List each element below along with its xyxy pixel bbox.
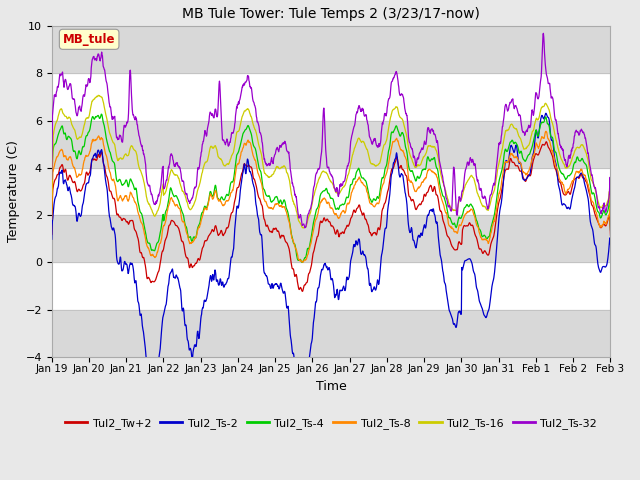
Bar	[52, 215, 611, 263]
Line: Tul2_Ts-4: Tul2_Ts-4	[52, 114, 611, 263]
Tul2_Ts-16	[607, 213, 614, 218]
X-axis label: Time: Time	[316, 380, 346, 393]
Text: MB_tule: MB_tule	[63, 33, 115, 46]
Tul2_Ts-16	[299, 225, 307, 231]
Tul2_Ts-8	[307, 241, 315, 247]
Tul2_Ts-16	[91, 96, 99, 101]
Tul2_Ts-2	[91, 151, 99, 157]
Tul2_Ts-32	[540, 30, 547, 36]
Tul2_Tw+2	[296, 285, 304, 290]
Tul2_Ts-32	[114, 137, 122, 143]
Tul2_Ts-32	[48, 176, 56, 182]
Tul2_Ts-16	[297, 221, 305, 227]
Tul2_Ts-16	[367, 160, 374, 166]
Tul2_Ts-32	[607, 192, 614, 197]
Line: Tul2_Tw+2: Tul2_Tw+2	[52, 142, 611, 291]
Tul2_Tw+2	[607, 232, 614, 238]
Tul2_Ts-4	[48, 206, 56, 212]
Tul2_Ts-32	[296, 212, 304, 217]
Tul2_Ts-16	[95, 92, 102, 98]
Tul2_Ts-2	[296, 385, 304, 391]
Legend: Tul2_Tw+2, Tul2_Ts-2, Tul2_Ts-4, Tul2_Ts-8, Tul2_Ts-16, Tul2_Ts-32: Tul2_Tw+2, Tul2_Ts-2, Tul2_Ts-4, Tul2_Ts…	[61, 414, 602, 433]
Tul2_Ts-8	[366, 200, 374, 206]
Line: Tul2_Ts-32: Tul2_Ts-32	[52, 33, 611, 228]
Tul2_Ts-32	[301, 225, 308, 231]
Tul2_Ts-16	[48, 192, 56, 198]
Tul2_Ts-4	[285, 216, 293, 222]
Tul2_Ts-2	[307, 344, 315, 349]
Bar	[52, 26, 611, 73]
Title: MB Tule Tower: Tule Temps 2 (3/23/17-now): MB Tule Tower: Tule Temps 2 (3/23/17-now…	[182, 7, 480, 21]
Tul2_Ts-2	[542, 110, 550, 116]
Tul2_Ts-32	[91, 56, 99, 62]
Line: Tul2_Ts-8: Tul2_Ts-8	[52, 131, 611, 262]
Tul2_Ts-2	[285, 311, 292, 317]
Tul2_Ts-4	[307, 235, 315, 240]
Tul2_Ts-4	[367, 196, 374, 202]
Tul2_Ts-8	[299, 259, 307, 265]
Tul2_Ts-16	[285, 177, 293, 182]
Tul2_Ts-8	[542, 128, 550, 134]
Tul2_Ts-16	[307, 206, 315, 212]
Tul2_Ts-8	[285, 218, 292, 224]
Tul2_Tw+2	[91, 156, 99, 162]
Tul2_Ts-2	[48, 236, 56, 242]
Tul2_Ts-4	[607, 227, 614, 233]
Tul2_Ts-8	[91, 137, 99, 143]
Tul2_Ts-2	[301, 386, 308, 392]
Tul2_Ts-8	[296, 257, 304, 263]
Y-axis label: Temperature (C): Temperature (C)	[7, 141, 20, 242]
Tul2_Ts-2	[607, 241, 614, 247]
Tul2_Tw+2	[48, 231, 56, 237]
Tul2_Ts-4	[298, 260, 306, 265]
Bar	[52, 310, 611, 357]
Tul2_Ts-32	[285, 149, 292, 155]
Tul2_Ts-8	[114, 198, 122, 204]
Tul2_Ts-4	[91, 115, 99, 121]
Tul2_Ts-8	[607, 222, 614, 228]
Tul2_Ts-4	[97, 111, 105, 117]
Tul2_Tw+2	[543, 139, 550, 144]
Tul2_Ts-8	[48, 216, 56, 222]
Tul2_Tw+2	[366, 230, 374, 236]
Tul2_Ts-4	[297, 257, 305, 263]
Tul2_Ts-2	[366, 282, 374, 288]
Line: Tul2_Ts-16: Tul2_Ts-16	[52, 95, 611, 228]
Tul2_Tw+2	[299, 288, 307, 294]
Tul2_Ts-4	[114, 179, 122, 184]
Tul2_Tw+2	[307, 265, 315, 271]
Tul2_Tw+2	[114, 211, 122, 217]
Tul2_Ts-16	[114, 157, 122, 163]
Bar	[52, 120, 611, 168]
Line: Tul2_Ts-2: Tul2_Ts-2	[52, 113, 611, 389]
Tul2_Ts-2	[114, 260, 122, 265]
Tul2_Ts-32	[307, 205, 315, 211]
Tul2_Ts-32	[366, 135, 374, 141]
Tul2_Tw+2	[285, 245, 292, 251]
